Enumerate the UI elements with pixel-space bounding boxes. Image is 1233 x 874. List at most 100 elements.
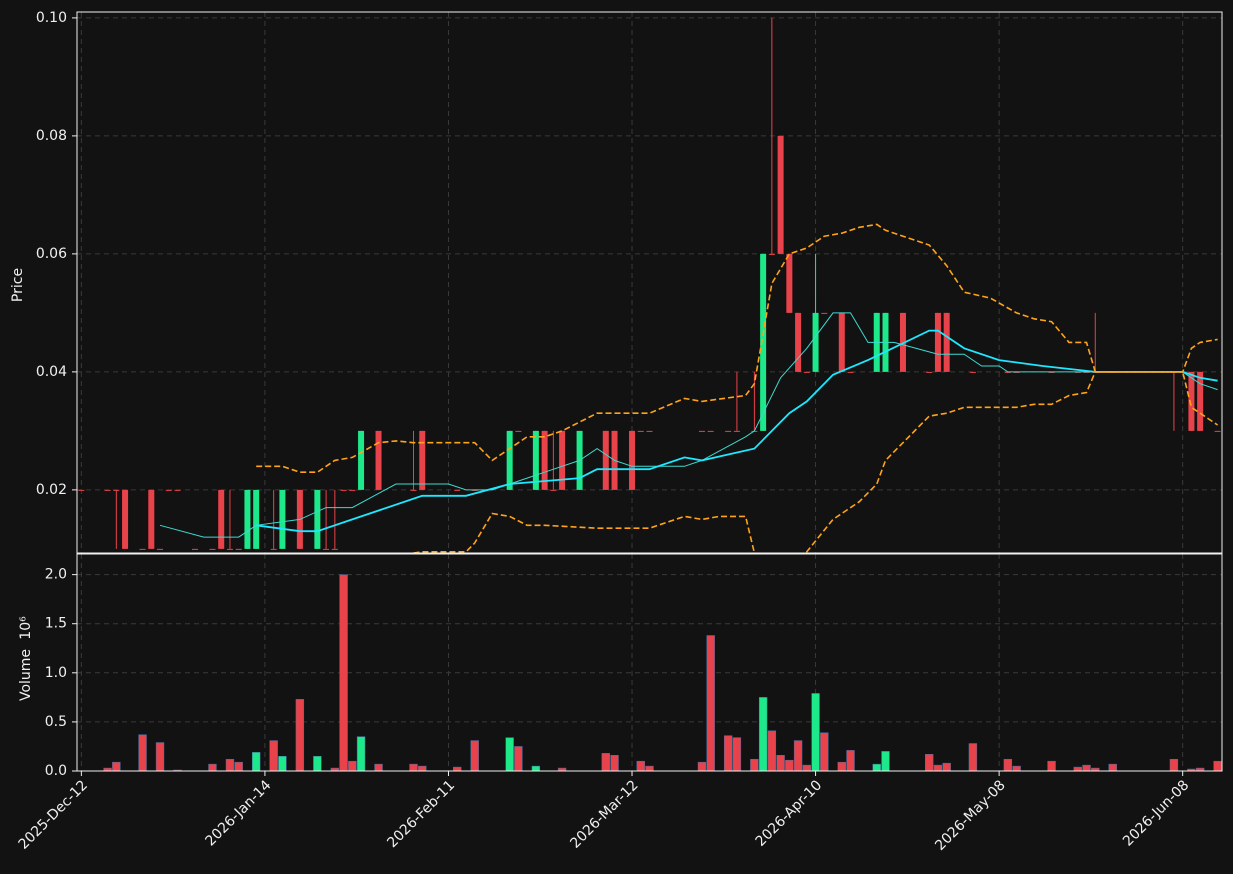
candle-body [707, 430, 714, 432]
y-axis-label: Price [10, 268, 26, 302]
volume-bar [470, 740, 479, 771]
volume-bar [837, 761, 846, 771]
candle-body [943, 312, 950, 372]
volume-bar [872, 763, 881, 771]
volume-bar [225, 758, 235, 771]
candle-body [209, 548, 216, 550]
volume-bar [820, 732, 829, 771]
volume-bar [750, 758, 759, 771]
candle-body [812, 312, 819, 372]
volume-bar [155, 742, 165, 771]
candle-body [78, 489, 85, 491]
candle-body [777, 135, 784, 254]
volume-bar [881, 751, 890, 771]
volume-bar [138, 734, 147, 771]
candle-body [244, 489, 251, 549]
volume-bar [269, 740, 278, 771]
candle-body [646, 430, 653, 432]
volume-bar [610, 755, 619, 771]
candle-body [122, 489, 129, 549]
candle-body [340, 489, 347, 491]
volume-bar [278, 756, 287, 771]
volume-bar [1195, 767, 1205, 771]
volume-bar [418, 765, 427, 771]
candle-body [629, 430, 636, 490]
candle-body [165, 489, 172, 491]
candle-body [559, 430, 566, 490]
y-tick-label: 0.02 [36, 482, 67, 498]
indicator-line [413, 371, 1219, 553]
candle-body [760, 253, 767, 431]
indicator-line [159, 312, 1218, 538]
candle-body [847, 371, 854, 373]
candle-body [253, 489, 260, 549]
volume-bar [802, 764, 812, 771]
candle-body [786, 253, 793, 313]
indicator-line [256, 223, 1218, 473]
volume-bar [453, 766, 462, 771]
candle-body [637, 430, 644, 432]
volume-bar [1082, 764, 1091, 771]
candle-body [314, 489, 321, 549]
candle-body [148, 489, 155, 549]
candle-body [1188, 371, 1195, 431]
volume-bar [409, 763, 418, 771]
volume-bar [846, 750, 855, 771]
candle-body [821, 312, 828, 314]
volume-bar [234, 761, 243, 771]
volume-bar [697, 761, 707, 771]
volume-bar [339, 574, 348, 771]
volume-bar [1169, 758, 1179, 771]
volume-bar [942, 762, 951, 771]
candle-body [733, 430, 740, 432]
candle-body [279, 489, 286, 549]
y-tick-label: 1.0 [45, 665, 67, 681]
volume-bar [531, 765, 541, 771]
volume-bar [557, 767, 567, 771]
y-tick-label: 0.10 [36, 10, 67, 26]
candle-body [174, 489, 181, 491]
y-tick-label: 0.5 [45, 714, 67, 730]
y-axis-label: Volume [18, 649, 34, 701]
volume-bar [1073, 766, 1082, 771]
indicator-line [256, 329, 1218, 533]
candle-body [506, 430, 513, 490]
y-tick-label: 1.5 [45, 616, 67, 632]
y-tick-label: 0.0 [45, 763, 67, 779]
volume-bar [1108, 763, 1117, 771]
volume-bar [103, 767, 112, 771]
volume-bar [505, 737, 514, 771]
candle-body [139, 548, 146, 550]
volume-bar [933, 764, 943, 771]
candle-body [602, 430, 609, 490]
candle-body [226, 548, 233, 550]
volume-bar [758, 697, 768, 771]
volume-bar [251, 752, 261, 771]
candle-body [113, 489, 120, 491]
volume-bar [1003, 758, 1013, 771]
y-tick-label: 0.06 [36, 246, 67, 262]
volume-bar [330, 767, 340, 771]
candle-body [969, 371, 976, 373]
candle-body [725, 430, 732, 432]
candle-body [358, 430, 365, 490]
candle-body [795, 312, 802, 372]
y-tick-label: 2.0 [45, 567, 67, 583]
candle-body [157, 548, 164, 550]
volume-bar [767, 730, 777, 771]
candle-body [349, 489, 356, 491]
candle-body [698, 430, 705, 432]
volume-bar [793, 740, 803, 771]
volume-bar [112, 761, 121, 771]
volume-bar [968, 743, 978, 771]
candle-body [550, 489, 557, 491]
volume-frame [76, 553, 1223, 772]
volume-bar [295, 699, 305, 771]
volume-bar [785, 759, 794, 771]
candle-body [1197, 371, 1204, 431]
candle-body [323, 548, 330, 550]
y-tick-label: 0.04 [36, 364, 67, 380]
volume-bar [313, 756, 322, 771]
volume-bar [208, 763, 217, 771]
